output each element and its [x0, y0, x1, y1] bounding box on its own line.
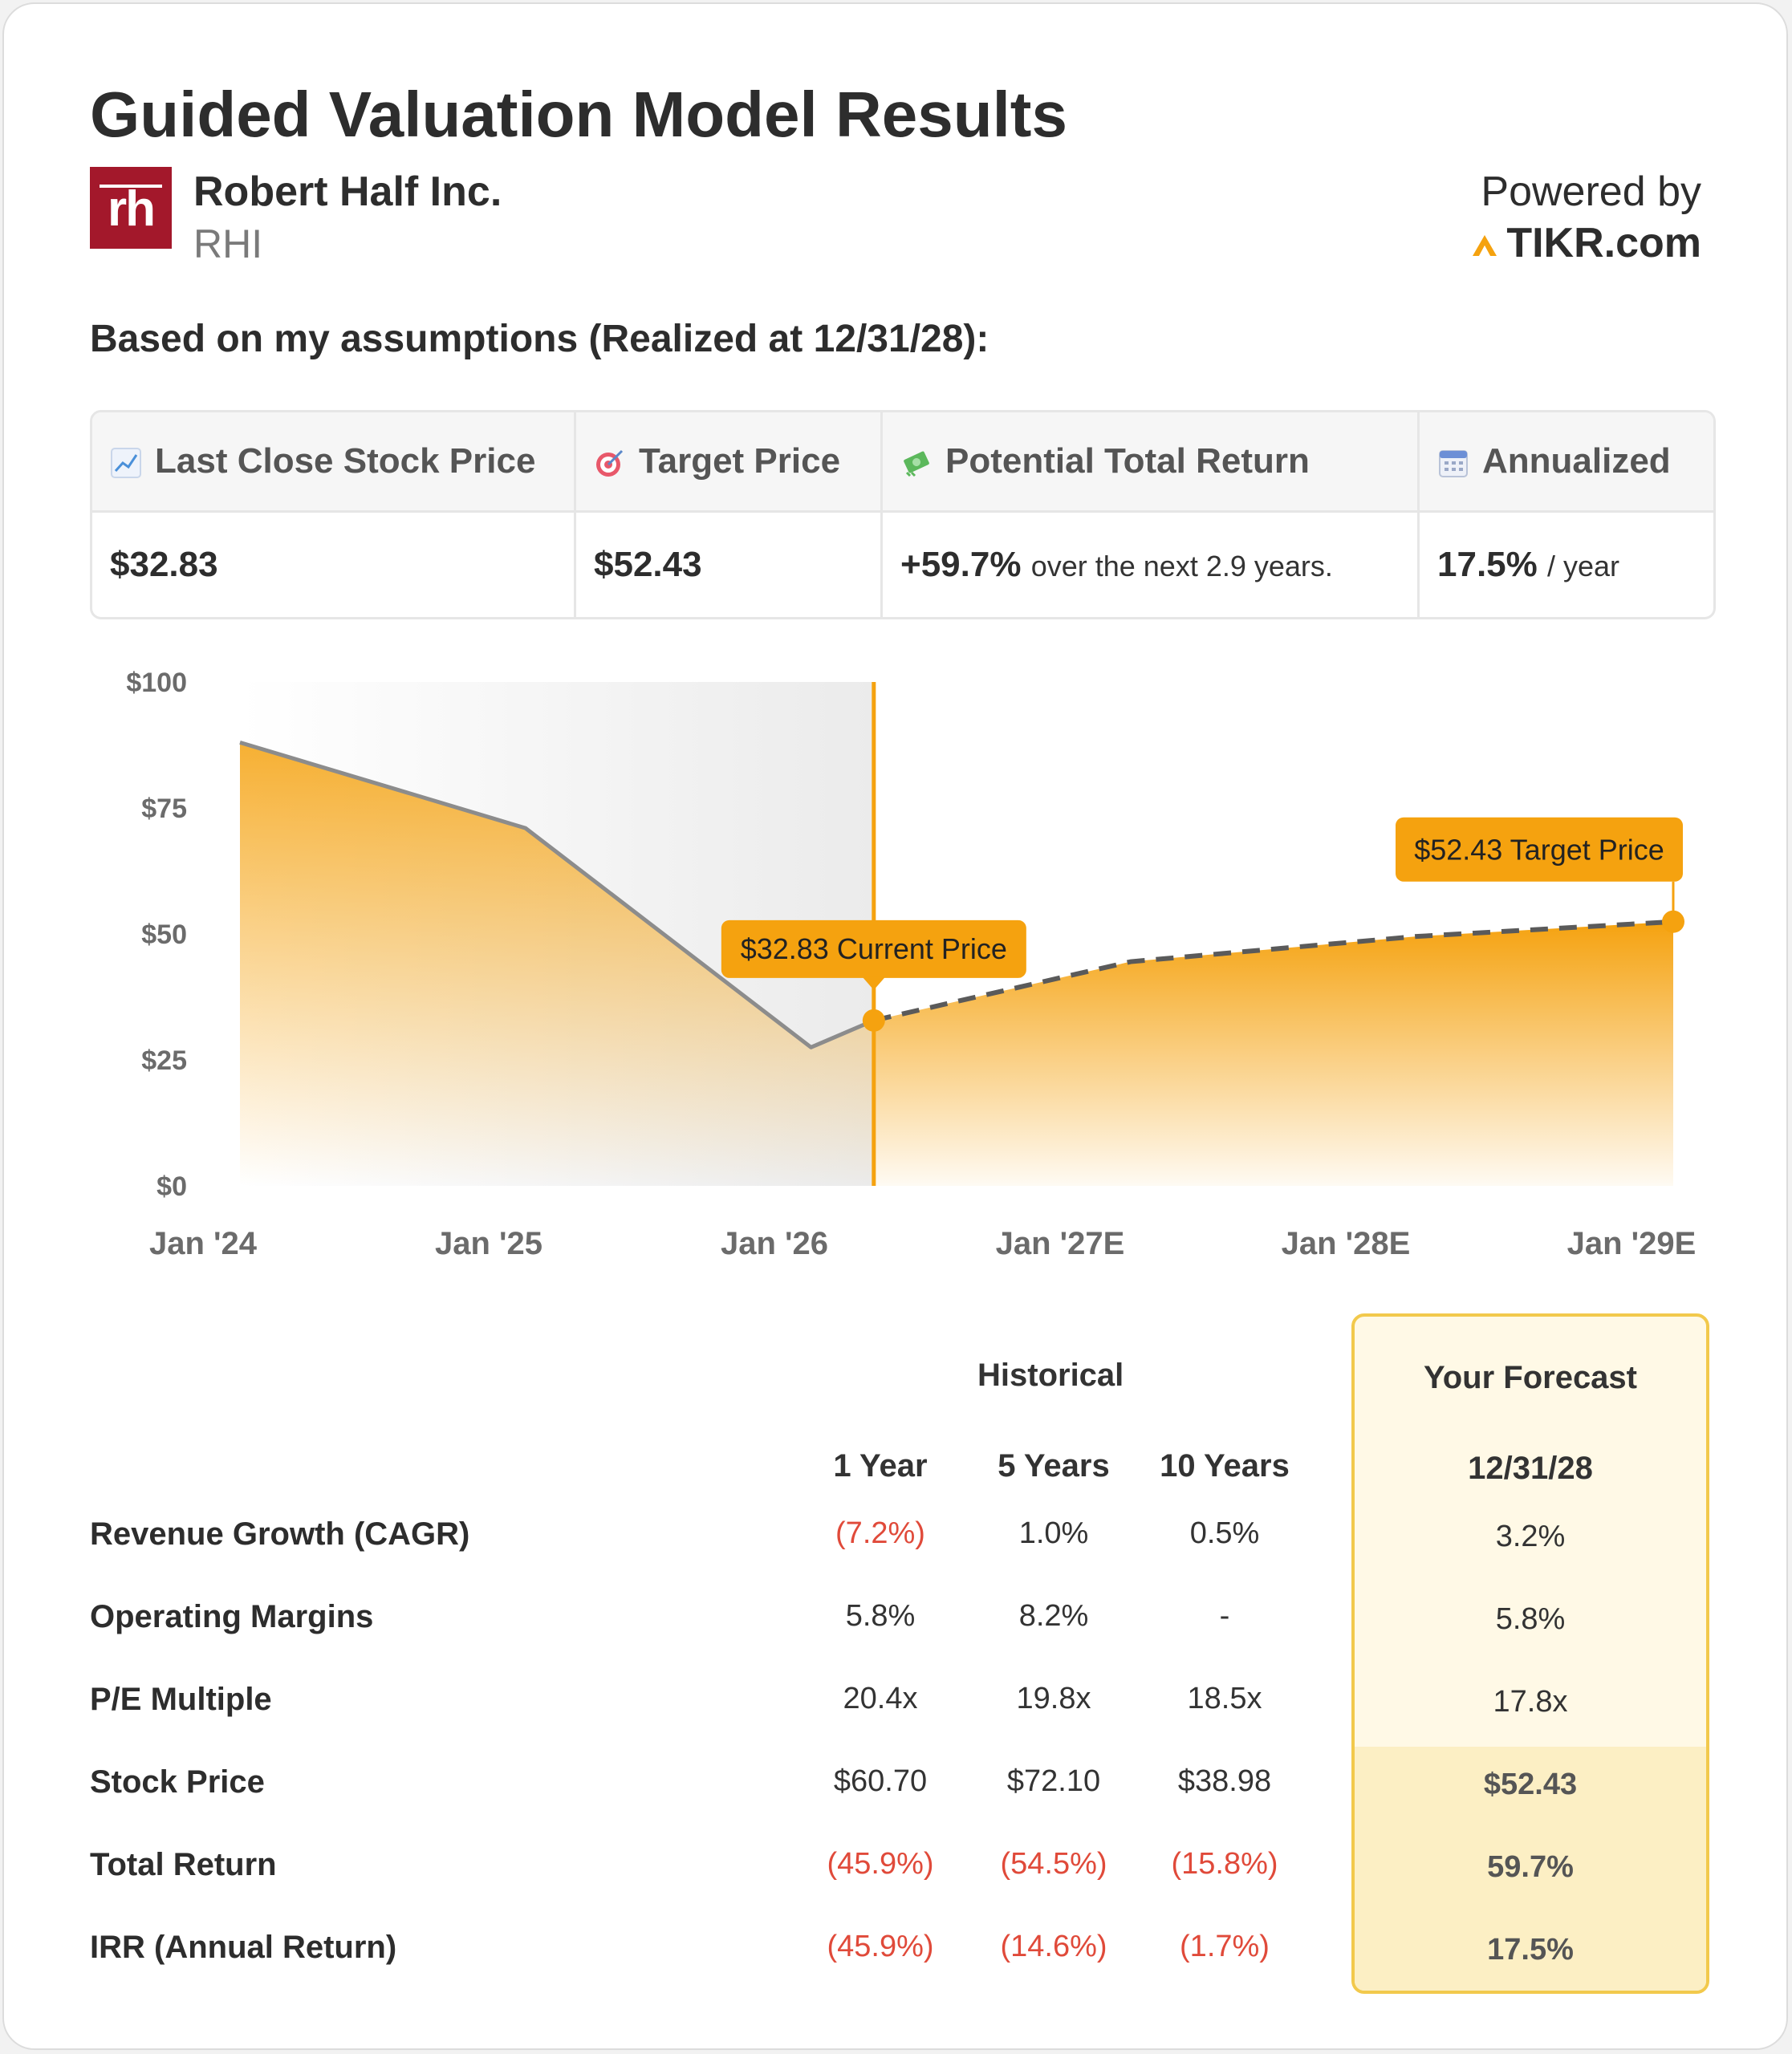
historical-area — [240, 742, 874, 1186]
col-header-10-years: 10 Years — [1160, 1448, 1290, 1484]
table-cell: 0.5% — [1189, 1516, 1260, 1550]
forecast-area — [873, 921, 1673, 1186]
forecast-line — [873, 919, 1674, 1023]
metric-suffix: / year — [1547, 550, 1620, 583]
target-icon — [596, 449, 624, 477]
metric-value: $52.43 — [594, 545, 702, 584]
table-cell: 8.2% — [1018, 1599, 1089, 1633]
table-cell: (15.8%) — [1171, 1847, 1278, 1881]
page-title: Guided Valuation Model Results — [90, 79, 1067, 150]
powered-by-label: Powered by — [1481, 168, 1701, 215]
y-axis-tick-label: $50 — [141, 919, 187, 950]
metric-label: Annualized — [1482, 441, 1671, 481]
row-label: Operating Margins — [90, 1599, 374, 1634]
company-logo: rh — [90, 167, 172, 249]
target-price-callout — [1396, 817, 1683, 882]
col-header-5-years: 5 Years — [998, 1448, 1110, 1484]
assumptions-subtitle: Based on my assumptions (Realized at 12/… — [90, 318, 989, 360]
y-axis-tick-label: $0 — [156, 1171, 187, 1202]
logo-stripe — [100, 185, 162, 188]
company-name: Robert Half Inc. — [193, 168, 502, 215]
metric-suffix: over the next 2.9 years. — [1030, 550, 1333, 583]
metric-header: Annualized — [1420, 412, 1713, 513]
company-ticker: RHI — [193, 221, 263, 266]
forecast-cell: 3.2% — [1495, 1520, 1566, 1553]
col-header-forecast-date: 12/31/28 — [1468, 1451, 1593, 1486]
table-cell: 5.8% — [845, 1599, 916, 1633]
current-price-label: $32.83 Current Price — [741, 932, 1007, 965]
forecast-cell: 17.8x — [1493, 1685, 1568, 1719]
metric-target-price: Target Price $52.43 — [576, 412, 883, 617]
x-axis-tick-label: Jan '28E — [1282, 1226, 1411, 1261]
target-price-point — [1662, 910, 1684, 933]
metric-value: $32.83 — [110, 545, 218, 584]
metric-header: Target Price — [576, 412, 880, 513]
metric-label: Last Close Stock Price — [155, 441, 536, 481]
metric-value: 17.5% — [1437, 545, 1538, 584]
metric-header: Last Close Stock Price — [92, 412, 574, 513]
row-label: IRR (Annual Return) — [90, 1930, 397, 1965]
current-price-callout — [721, 919, 1026, 978]
row-label: Total Return — [90, 1847, 277, 1882]
metric-annualized: Annualized 17.5% / year — [1420, 412, 1713, 617]
tikr-brand[interactable]: TIKR.com — [1471, 219, 1701, 267]
table-cell: 20.4x — [843, 1682, 918, 1715]
table-cell: $60.70 — [833, 1764, 928, 1798]
table-cell: - — [1219, 1599, 1230, 1633]
x-axis-tick-label: Jan '25 — [435, 1226, 542, 1261]
y-axis-tick-label: $75 — [141, 794, 187, 824]
table-cell: (7.2%) — [835, 1516, 925, 1550]
chart-increasing-icon — [111, 448, 141, 478]
target-price-label: $52.43 Target Price — [1414, 834, 1664, 867]
x-axis-tick-label: Jan '24 — [149, 1226, 258, 1261]
metric-last-close: Last Close Stock Price $32.83 — [92, 412, 576, 617]
metric-total-return: Potential Total Return +59.7% over the n… — [883, 412, 1420, 617]
forecast-cell: 59.7% — [1487, 1850, 1574, 1884]
table-cell: (14.6%) — [1000, 1930, 1107, 1963]
calendar-icon — [1439, 450, 1468, 477]
metric-label: Target Price — [639, 441, 841, 481]
price-chart: $32.83 Current Price $52.43 Target Price $… — [126, 668, 1697, 1261]
forecast-cell: 5.8% — [1495, 1602, 1566, 1636]
row-label: Stock Price — [90, 1764, 265, 1800]
historical-header: Historical — [977, 1358, 1124, 1393]
forecast-panel-highlight — [1355, 1747, 1706, 1991]
x-axis-tick-label: Jan '26 — [721, 1226, 828, 1261]
metric-value: +59.7% — [900, 545, 1022, 584]
table-cell: (1.7%) — [1180, 1930, 1270, 1963]
historical-line — [239, 740, 875, 1049]
metric-label: Potential Total Return — [945, 441, 1310, 481]
y-axis-tick-label: $100 — [126, 668, 187, 698]
table-cell: $72.10 — [1006, 1764, 1101, 1798]
forecast-header: Your Forecast — [1424, 1360, 1637, 1395]
logo-text: rh — [108, 181, 156, 237]
metrics-table: Last Close Stock Price $32.83 Target Pri… — [90, 410, 1716, 619]
x-axis-tick-label: Jan '29E — [1567, 1226, 1697, 1261]
forecast-cell: $52.43 — [1483, 1768, 1578, 1801]
row-label: P/E Multiple — [90, 1682, 272, 1717]
current-callout-pointer — [862, 976, 885, 990]
forecast-panel — [1351, 1313, 1709, 1994]
y-axis-tick-label: $25 — [141, 1045, 187, 1076]
tikr-brand-text: TIKR.com — [1506, 220, 1701, 266]
table-cell: 19.8x — [1016, 1682, 1091, 1715]
table-cell: 18.5x — [1187, 1682, 1262, 1715]
col-header-1-year: 1 Year — [833, 1448, 928, 1484]
current-price-point — [862, 1009, 885, 1032]
tikr-logo-icon — [1473, 235, 1497, 257]
metric-header: Potential Total Return — [883, 412, 1417, 513]
x-axis-tick-label: Jan '27E — [996, 1226, 1125, 1261]
row-label: Revenue Growth (CAGR) — [90, 1516, 470, 1552]
table-cell: $38.98 — [1177, 1764, 1272, 1798]
table-cell: (45.9%) — [827, 1930, 934, 1963]
forecast-cell: 17.5% — [1487, 1933, 1574, 1967]
money-icon — [904, 451, 929, 477]
table-cell: (54.5%) — [1000, 1847, 1107, 1881]
table-cell: (45.9%) — [827, 1847, 934, 1881]
table-cell: 1.0% — [1018, 1516, 1089, 1550]
